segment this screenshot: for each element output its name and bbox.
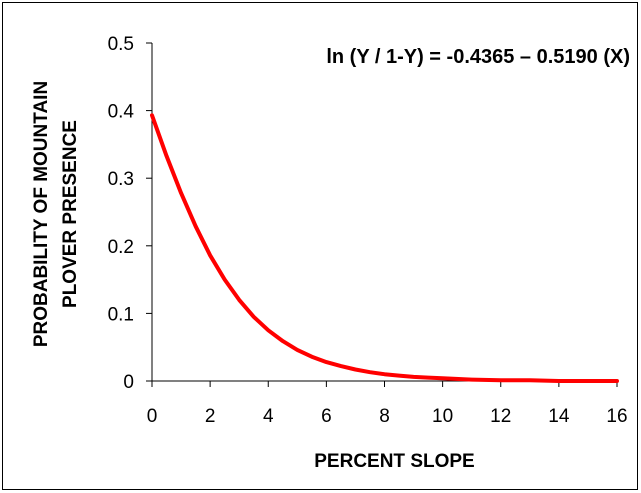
y-tick-label: 0.1 [108,304,134,325]
y-tick-label: 0.2 [108,237,134,258]
series-line [152,115,617,381]
y-tick-label: 0.4 [108,102,135,123]
x-tick-label: 0 [147,406,158,427]
x-tick-label: 14 [548,406,570,427]
x-tick-label: 4 [263,406,274,427]
ticks: 0 0.1 0.2 0.3 0.4 0.5 0 2 4 6 8 10 12 14 16 [108,34,628,427]
x-tick-label: 12 [490,406,511,427]
y-tick-label: 0.3 [108,169,134,190]
x-tick-label: 2 [205,406,216,427]
y-tick-label: 0 [123,372,134,393]
equation-annotation: ln (Y / 1-Y) = -0.4365 – 0.5190 (X) [326,46,630,68]
y-axis-title-line-2: PLOVER PRESENCE [60,120,81,308]
x-tick-label: 10 [432,406,453,427]
x-axis-title: PERCENT SLOPE [314,451,474,472]
series-layer [152,115,617,381]
axes [152,43,617,381]
y-axis-title-line-1: PROBABILITY OF MOUNTAIN [31,81,52,347]
x-tick-label: 16 [606,406,627,427]
y-tick-label: 0.5 [108,34,134,55]
x-tick-label: 6 [321,406,332,427]
x-tick-label: 8 [379,406,390,427]
